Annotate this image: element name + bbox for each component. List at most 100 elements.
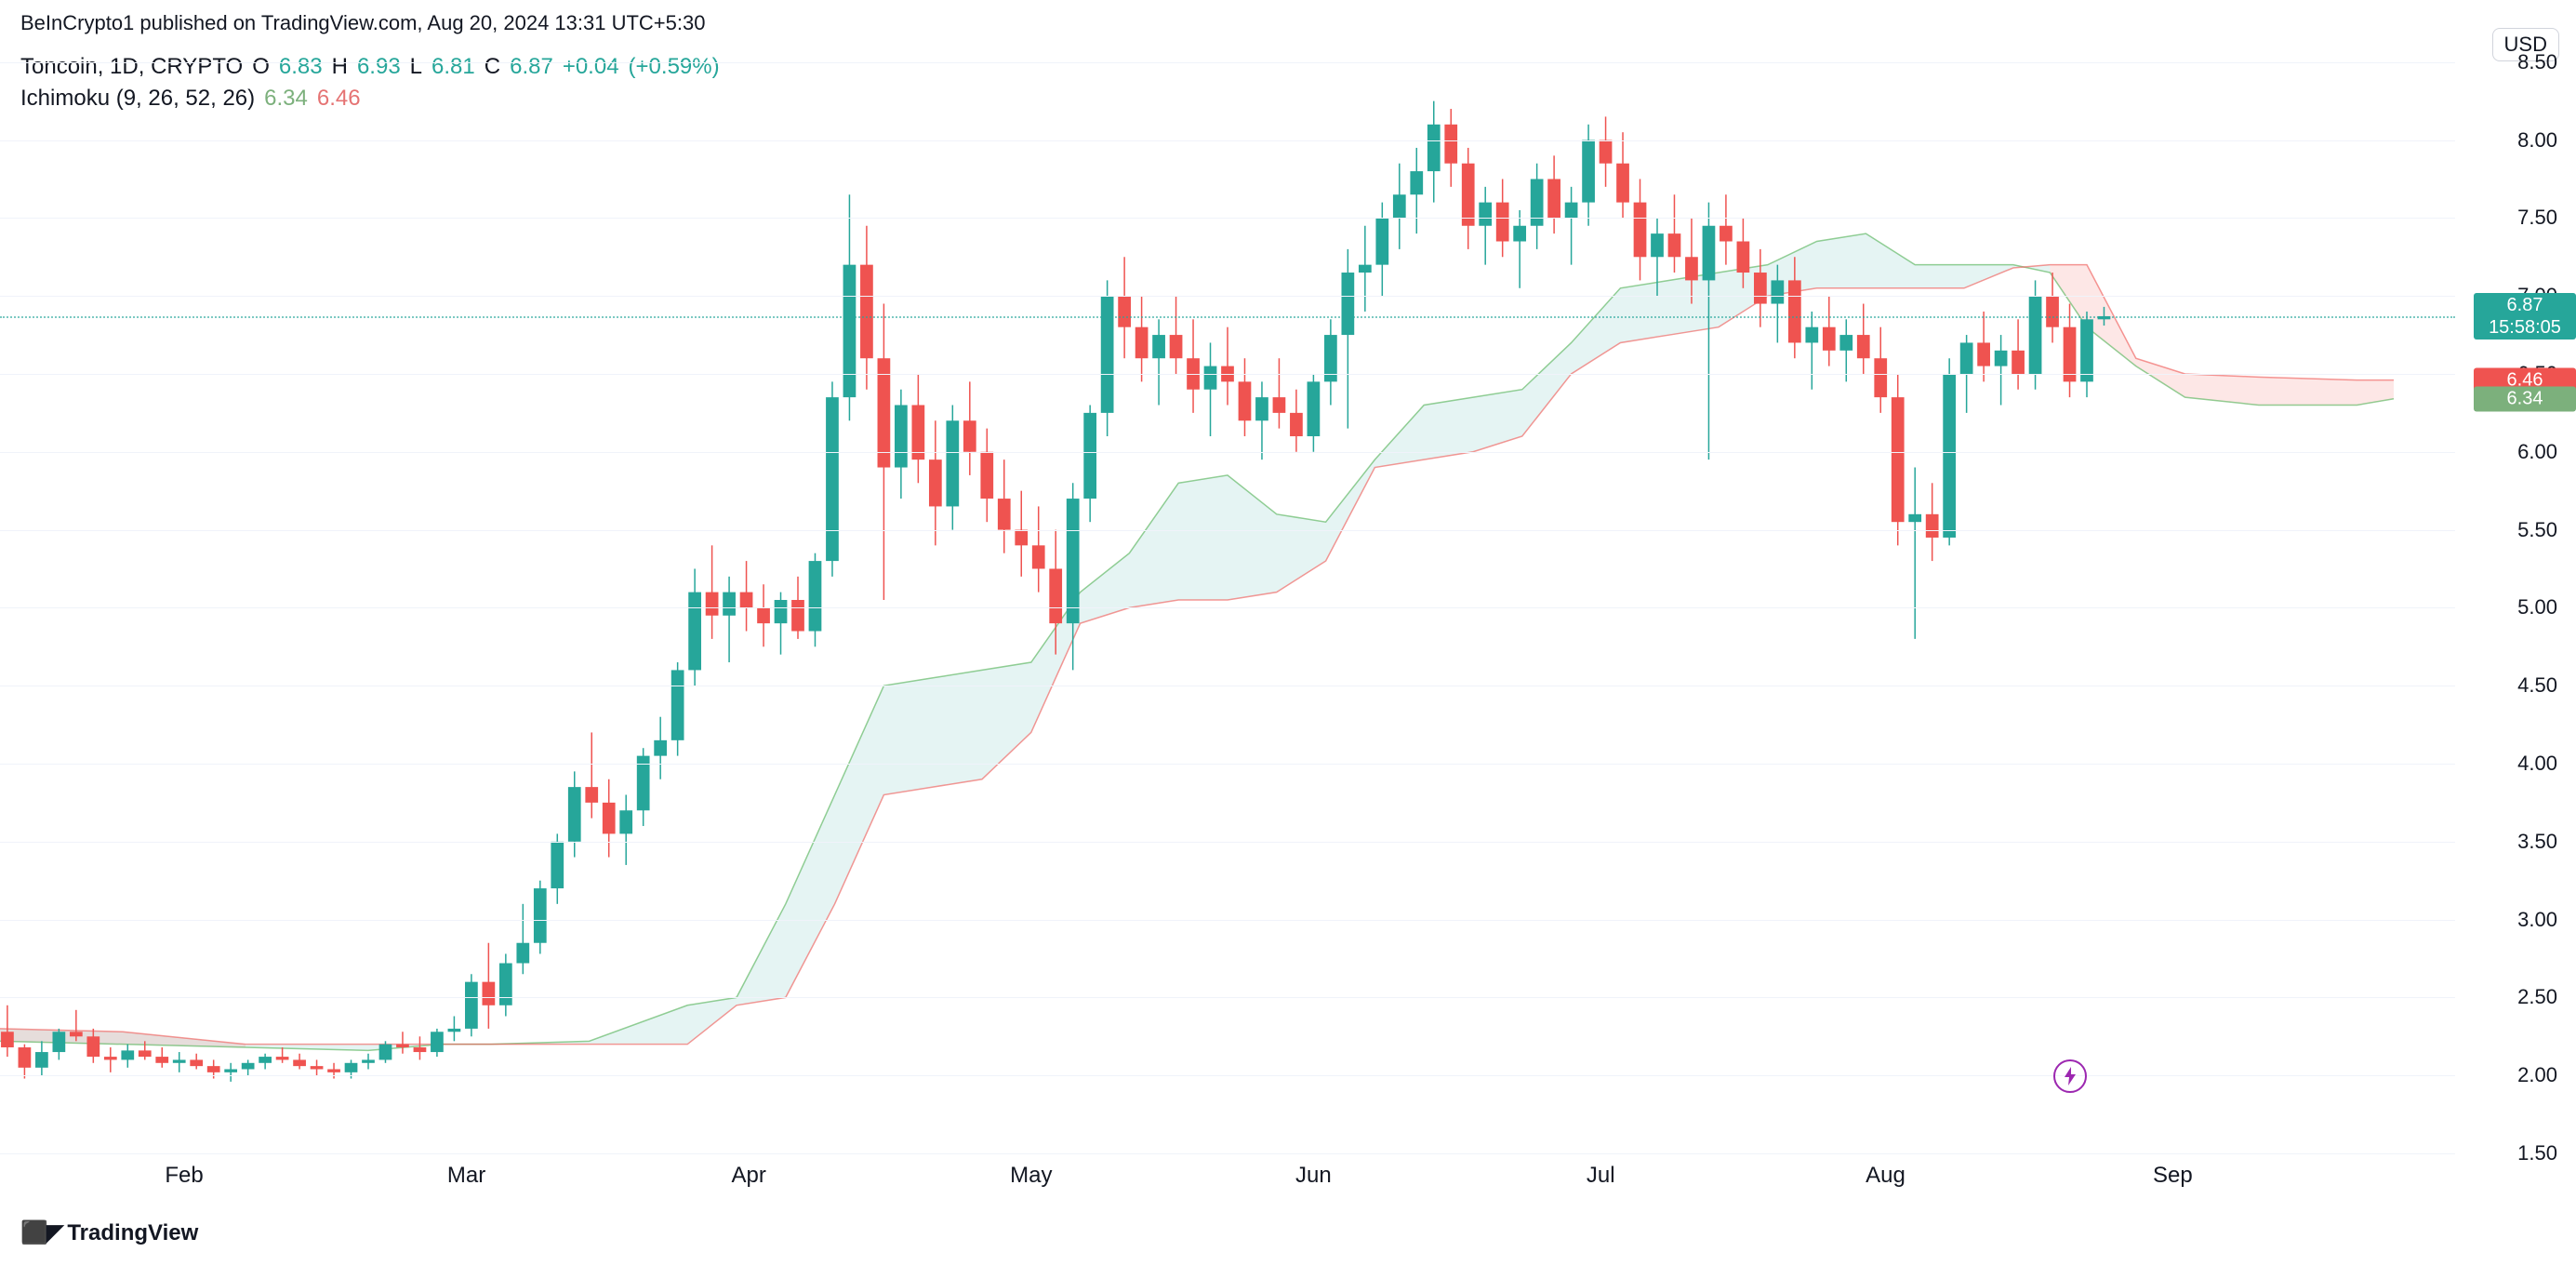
candle bbox=[1805, 312, 1818, 390]
candle bbox=[448, 1017, 461, 1042]
y-tick-label: 8.00 bbox=[2517, 128, 2557, 153]
y-tick-label: 3.50 bbox=[2517, 830, 2557, 854]
candle bbox=[654, 717, 667, 779]
candle bbox=[1668, 194, 1681, 273]
price-axis-label: 6.34 bbox=[2474, 386, 2576, 411]
candle bbox=[259, 1054, 272, 1070]
candle bbox=[568, 771, 581, 857]
y-tick-label: 4.00 bbox=[2517, 752, 2557, 776]
candle bbox=[1703, 203, 1716, 460]
gridline bbox=[0, 997, 2455, 998]
candle bbox=[1101, 280, 1114, 436]
candle bbox=[311, 1059, 324, 1075]
candle bbox=[1634, 179, 1647, 280]
candle bbox=[1170, 296, 1183, 374]
candle bbox=[585, 732, 598, 818]
chart-area[interactable] bbox=[0, 47, 2455, 1153]
candle bbox=[1204, 342, 1217, 436]
current-price-line bbox=[0, 316, 2455, 318]
chart-svg bbox=[0, 47, 2455, 1153]
x-tick-label: Jul bbox=[1587, 1163, 1615, 1189]
candle bbox=[1308, 374, 1321, 452]
candle bbox=[242, 1059, 255, 1075]
candle bbox=[1444, 109, 1457, 187]
flash-icon[interactable] bbox=[2053, 1059, 2087, 1093]
y-tick-label: 1.50 bbox=[2517, 1141, 2557, 1165]
candle bbox=[826, 381, 839, 577]
x-tick-label: Feb bbox=[165, 1163, 203, 1189]
candle bbox=[723, 577, 736, 662]
candle bbox=[516, 904, 529, 974]
tv-logo-icon: ⬛◤ bbox=[20, 1219, 61, 1246]
candle bbox=[1083, 405, 1096, 522]
candle bbox=[688, 568, 701, 686]
candle bbox=[1118, 257, 1131, 358]
footer-logo[interactable]: ⬛◤ TradingView bbox=[20, 1219, 198, 1246]
candle bbox=[121, 1045, 134, 1068]
candle bbox=[1341, 249, 1354, 429]
candle bbox=[1324, 319, 1337, 405]
y-tick-label: 5.00 bbox=[2517, 595, 2557, 619]
candle bbox=[706, 545, 719, 639]
candle bbox=[1221, 327, 1234, 406]
gridline bbox=[0, 140, 2455, 141]
candle bbox=[1926, 483, 1939, 561]
candle bbox=[1187, 319, 1200, 413]
candle bbox=[860, 226, 873, 390]
candle bbox=[2012, 319, 2025, 389]
candle bbox=[1152, 319, 1165, 405]
x-tick-label: May bbox=[1010, 1163, 1052, 1189]
candle bbox=[963, 381, 976, 475]
candle bbox=[809, 553, 822, 647]
gridline bbox=[0, 452, 2455, 453]
candle bbox=[1547, 155, 1560, 233]
candle bbox=[431, 1029, 444, 1057]
x-tick-label: Apr bbox=[732, 1163, 766, 1189]
y-tick-label: 4.50 bbox=[2517, 673, 2557, 698]
gridline bbox=[0, 62, 2455, 63]
candle bbox=[19, 1045, 32, 1079]
candle bbox=[980, 429, 993, 523]
candle bbox=[1375, 203, 1388, 297]
candle bbox=[1239, 358, 1252, 436]
publisher-header: BeInCrypto1 published on TradingView.com… bbox=[20, 11, 705, 35]
candle bbox=[1462, 148, 1475, 249]
gridline bbox=[0, 1075, 2455, 1076]
candle bbox=[1720, 194, 1733, 264]
candle bbox=[465, 974, 478, 1036]
candle bbox=[1892, 374, 1905, 545]
candle bbox=[52, 1029, 65, 1060]
candle bbox=[1015, 491, 1028, 577]
candle bbox=[293, 1054, 306, 1070]
gridline bbox=[0, 920, 2455, 921]
candle bbox=[895, 390, 908, 499]
candle bbox=[1600, 116, 1613, 186]
candle bbox=[1874, 327, 1887, 413]
y-tick-label: 5.50 bbox=[2517, 518, 2557, 542]
candle bbox=[173, 1052, 186, 1072]
candle bbox=[775, 593, 788, 655]
candle bbox=[1410, 148, 1423, 233]
candle bbox=[1255, 381, 1268, 459]
candle bbox=[104, 1047, 117, 1072]
candle bbox=[1427, 101, 1441, 203]
candle bbox=[740, 561, 753, 631]
candle bbox=[603, 779, 616, 858]
gridline bbox=[0, 1153, 2455, 1154]
candle bbox=[911, 374, 924, 483]
candle bbox=[155, 1047, 168, 1068]
candle bbox=[396, 1032, 409, 1053]
candle bbox=[1977, 312, 1990, 381]
y-tick-label: 8.50 bbox=[2517, 50, 2557, 74]
candle bbox=[70, 1010, 83, 1042]
candle bbox=[1823, 296, 1836, 366]
y-tick-label: 2.50 bbox=[2517, 985, 2557, 1009]
x-tick-label: Jun bbox=[1295, 1163, 1332, 1189]
candle bbox=[362, 1054, 375, 1070]
x-tick-label: Sep bbox=[2153, 1163, 2193, 1189]
candle bbox=[1513, 210, 1526, 288]
gridline bbox=[0, 530, 2455, 531]
footer-text: TradingView bbox=[67, 1220, 198, 1246]
candle bbox=[1393, 164, 1406, 249]
candle bbox=[1995, 335, 2008, 405]
